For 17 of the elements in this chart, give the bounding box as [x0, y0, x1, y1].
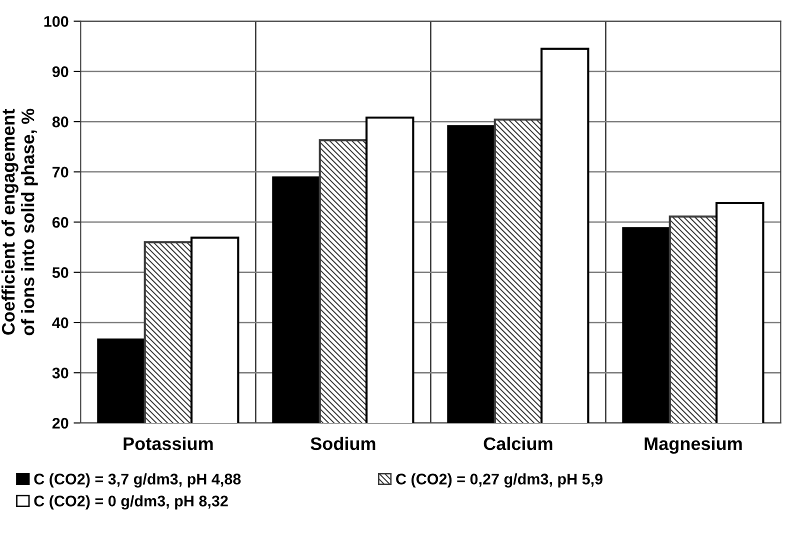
x-tick-label: Potassium: [124, 436, 213, 450]
y-tick-label: 30: [52, 368, 68, 378]
x-tick-label: Magnesium: [644, 436, 742, 454]
y-axis-title: Coefficient of engagement of ions into solid phase, %: [1, 108, 38, 336]
legend-label: C (CO2) = 3,7 g/dm3, pH 4,88: [34, 473, 241, 488]
y-tick-label: 50: [52, 267, 68, 278]
y-tick-label: 70: [52, 166, 68, 178]
legend-label: C (CO2) = 0,27 g/dm3, pH 5,9: [396, 473, 602, 488]
legend-label: C (CO2) = 0 g/dm3, pH 8,32: [34, 495, 228, 510]
y-tick-label: 100: [44, 16, 68, 27]
y-tick-label: 20: [52, 418, 68, 429]
x-tick-label: Calcium: [484, 436, 552, 450]
y-tick-label: 60: [52, 216, 68, 228]
y-tick-label: 90: [52, 66, 68, 78]
x-tick-label: Sodium: [310, 436, 376, 450]
y-tick-label: 40: [52, 317, 68, 328]
y-tick-label: 80: [52, 116, 68, 128]
